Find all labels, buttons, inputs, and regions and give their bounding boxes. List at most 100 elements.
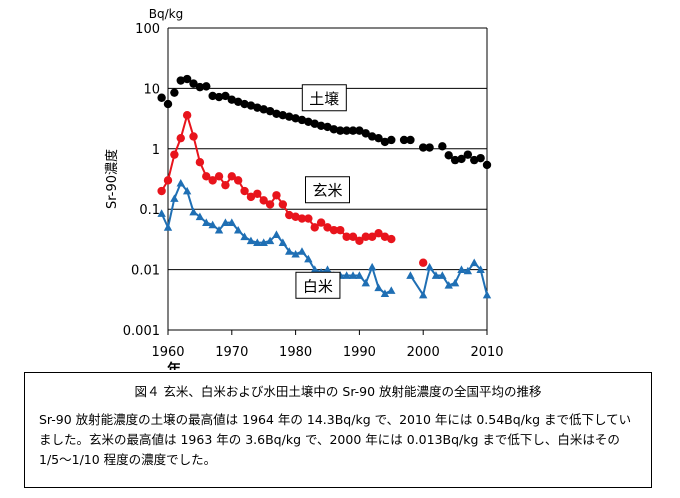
data-point-circle: [278, 200, 288, 209]
x-tick-label: 2010: [470, 345, 503, 360]
y-axis-label: Sr-90濃度: [104, 149, 120, 209]
data-point-circle: [195, 157, 205, 167]
data-point-triangle: [189, 207, 198, 216]
data-point-circle: [323, 223, 332, 232]
data-point-circle: [182, 74, 192, 84]
y-tick-label: 100: [135, 22, 160, 37]
data-point-triangle: [310, 265, 319, 273]
data-point-triangle: [272, 230, 281, 238]
data-point-circle: [419, 143, 428, 152]
data-point-triangle: [233, 225, 243, 234]
data-point-circle: [329, 225, 339, 235]
x-tick-label: 2000: [407, 345, 440, 360]
x-tick-label: 1960: [151, 345, 184, 360]
data-point-circle: [265, 200, 275, 209]
data-point-triangle: [163, 223, 173, 231]
data-point-triangle: [259, 238, 268, 246]
data-point-circle: [202, 82, 211, 91]
data-point-circle: [387, 234, 396, 244]
data-point-circle: [259, 196, 268, 205]
data-point-circle: [170, 150, 179, 159]
data-point-circle: [240, 186, 249, 196]
data-point-circle: [425, 143, 434, 152]
series-label-text: 土壌: [309, 90, 339, 108]
data-point-circle: [208, 91, 217, 101]
x-tick-label: 1990: [343, 345, 376, 360]
data-point-triangle: [450, 278, 460, 287]
data-point-triangle: [419, 290, 428, 299]
x-axis-label: 年: [167, 361, 181, 370]
data-point-circle: [406, 135, 415, 145]
data-point-circle: [189, 79, 198, 88]
data-point-triangle: [425, 262, 434, 271]
data-point-triangle: [297, 247, 307, 255]
data-point-circle: [297, 115, 307, 125]
data-point-circle: [367, 232, 377, 241]
data-point-circle: [355, 126, 364, 135]
data-point-triangle: [170, 194, 179, 202]
data-point-circle: [157, 93, 166, 102]
data-point-circle: [450, 155, 460, 165]
data-point-triangle: [438, 271, 447, 279]
data-point-circle: [221, 91, 230, 101]
data-point-circle: [253, 189, 262, 198]
figure-caption-box: 図４ 玄米、白米および水田土壌中の Sr-90 放射能濃度の全国平均の推移 Sr…: [24, 372, 652, 488]
data-point-triangle: [202, 218, 211, 226]
data-point-circle: [304, 117, 313, 126]
data-point-circle: [176, 133, 185, 143]
series-line-4: [409, 261, 488, 298]
data-point-triangle: [291, 249, 300, 258]
data-point-circle: [182, 110, 192, 120]
data-point-circle: [336, 225, 345, 235]
y-tick-label: 10: [143, 82, 160, 97]
data-point-circle: [387, 135, 396, 145]
x-tick-label: 1970: [215, 345, 248, 360]
data-point-circle: [233, 97, 243, 106]
data-point-circle: [253, 103, 262, 112]
data-point-triangle: [214, 225, 224, 234]
caption-title: 図４ 玄米、白米および水田土壌中の Sr-90 放射能濃度の全国平均の推移: [134, 384, 542, 399]
data-point-circle: [272, 191, 281, 200]
data-point-circle: [361, 129, 370, 138]
data-point-triangle: [355, 271, 364, 279]
data-point-circle: [380, 232, 390, 241]
data-point-triangle: [278, 238, 288, 246]
data-point-triangle: [253, 238, 262, 246]
data-point-circle: [367, 132, 377, 141]
data-point-circle: [285, 112, 294, 121]
data-point-triangle: [457, 265, 466, 273]
data-point-circle: [202, 172, 211, 181]
data-point-circle: [291, 114, 300, 123]
data-point-triangle: [182, 186, 192, 195]
data-point-circle: [348, 232, 358, 241]
data-point-circle: [336, 126, 345, 135]
data-point-circle: [240, 99, 249, 109]
data-point-triangle: [482, 290, 492, 299]
data-point-triangle: [361, 278, 370, 287]
data-point-triangle: [431, 271, 441, 279]
data-point-circle: [457, 154, 466, 164]
data-point-triangle: [342, 271, 351, 279]
data-point-circle: [470, 155, 479, 165]
data-point-circle: [316, 218, 326, 227]
data-point-circle: [176, 76, 185, 85]
data-point-circle: [233, 176, 243, 185]
data-point-circle: [227, 172, 236, 181]
data-point-circle: [163, 176, 173, 185]
series-label-box: [301, 84, 347, 112]
data-point-triangle: [476, 265, 485, 273]
data-point-triangle: [195, 212, 205, 221]
data-point-circle: [329, 125, 339, 134]
data-point-circle: [214, 92, 224, 102]
data-point-circle: [463, 150, 473, 159]
sr90-chart: 0.001 0.01 0.1 1 10 100 1960 1970 1980 1990 2000 20…: [104, 7, 504, 370]
data-point-triangle: [463, 266, 473, 275]
data-point-circle: [342, 126, 351, 135]
data-point-circle: [189, 132, 198, 141]
data-point-triangle: [176, 178, 185, 187]
data-point-circle: [304, 214, 313, 223]
data-point-circle: [157, 186, 166, 196]
data-point-triangle: [304, 254, 313, 263]
data-point-circle: [291, 212, 300, 221]
y-tick-label: 0.01: [131, 264, 160, 279]
